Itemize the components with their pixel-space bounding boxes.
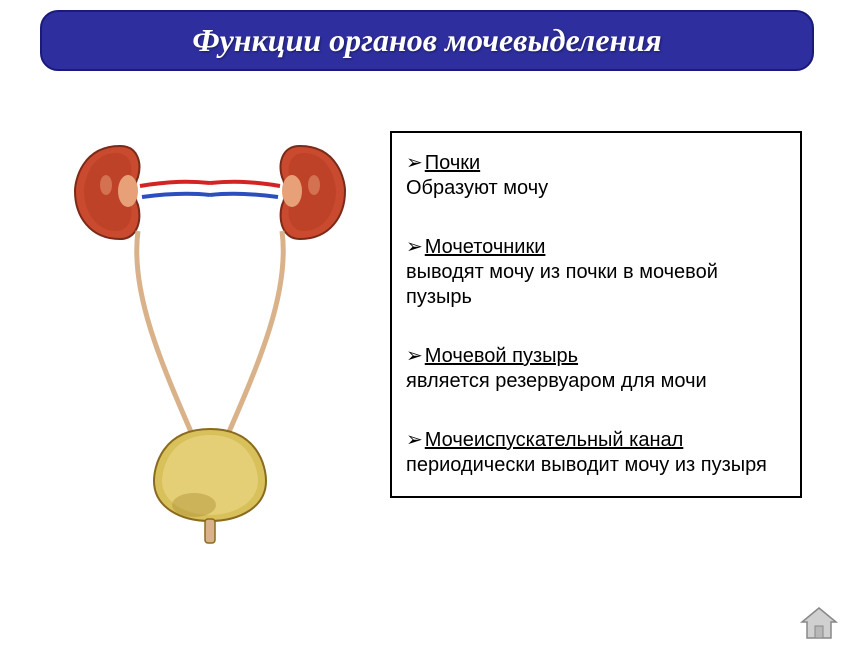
info-item-ureters: ➢Мочеточники выводят мочу из почки в моч… xyxy=(406,235,786,310)
bullet-icon: ➢ xyxy=(406,151,423,176)
info-box: ➢Почки Образуют мочу ➢Мочеточники выводя… xyxy=(390,131,802,498)
page-title: Функции органов мочевыделения xyxy=(72,22,782,59)
info-item-kidneys: ➢Почки Образуют мочу xyxy=(406,151,786,201)
info-item-bladder: ➢Мочевой пузырь является резервуаром для… xyxy=(406,344,786,394)
term-ureters: Мочеточники xyxy=(425,236,546,258)
content-area: ➢Почки Образуют мочу ➢Мочеточники выводя… xyxy=(0,111,854,551)
info-item-urethra: ➢Мочеиспускательный канал периодически в… xyxy=(406,428,786,478)
diagram-column xyxy=(30,111,390,551)
desc-bladder: является резервуаром для мочи xyxy=(406,370,707,392)
term-bladder: Мочевой пузырь xyxy=(425,345,578,367)
title-bar: Функции органов мочевыделения xyxy=(40,10,814,71)
info-column: ➢Почки Образуют мочу ➢Мочеточники выводя… xyxy=(390,111,824,551)
bullet-icon: ➢ xyxy=(406,344,423,369)
desc-urethra: периодически выводит мочу из пузыря xyxy=(406,454,767,476)
home-icon[interactable] xyxy=(798,606,840,642)
desc-kidneys: Образуют мочу xyxy=(406,177,548,199)
bullet-icon: ➢ xyxy=(406,235,423,260)
term-kidneys: Почки xyxy=(425,152,480,174)
desc-ureters: выводят мочу из почки в мочевой пузырь xyxy=(406,261,718,308)
bullet-icon: ➢ xyxy=(406,428,423,453)
urinary-system-diagram xyxy=(60,131,360,551)
term-urethra: Мочеиспускательный канал xyxy=(425,429,684,451)
